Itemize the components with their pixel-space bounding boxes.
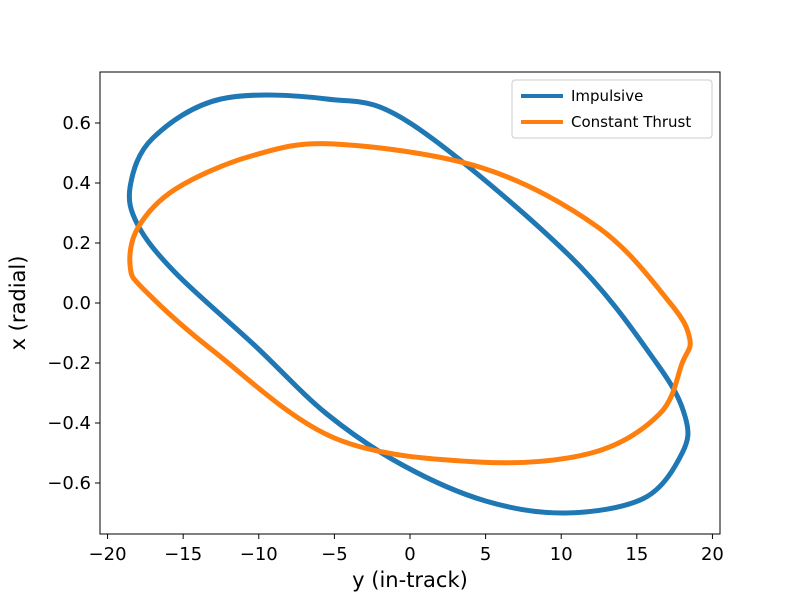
y-tick-label: 0.6 (62, 113, 91, 134)
x-tick-label: 5 (480, 544, 491, 565)
x-tick-label: 0 (404, 544, 415, 565)
x-tick-label: −5 (321, 544, 348, 565)
x-tick-label: −15 (164, 544, 202, 565)
legend: Impulsive Constant Thrust (511, 79, 713, 139)
x-tick-label: 20 (701, 544, 724, 565)
series-line-constant-thrust (127, 141, 693, 466)
x-axis-ticks: −20 −15 −10 −5 0 5 10 15 20 (89, 534, 724, 565)
x-tick-label: 10 (550, 544, 573, 565)
legend-label-impulsive: Impulsive (571, 87, 643, 105)
series-layer (126, 92, 693, 516)
y-axis-label: x (radial) (6, 256, 30, 351)
legend-label-constant-thrust: Constant Thrust (571, 113, 691, 131)
x-tick-label: −20 (89, 544, 127, 565)
y-axis-ticks: −0.6 −0.4 −0.2 0.0 0.2 0.4 0.6 (47, 113, 100, 494)
series-line-impulsive (126, 92, 691, 516)
x-tick-label: 15 (625, 544, 648, 565)
y-tick-label: −0.4 (47, 413, 91, 434)
x-axis-label: y (in-track) (352, 568, 468, 592)
y-tick-label: 0.0 (62, 293, 91, 314)
y-tick-label: −0.6 (47, 473, 91, 494)
y-tick-label: 0.2 (62, 233, 91, 254)
y-tick-label: 0.4 (62, 173, 91, 194)
x-tick-label: −10 (240, 544, 278, 565)
y-tick-label: −0.2 (47, 353, 91, 374)
